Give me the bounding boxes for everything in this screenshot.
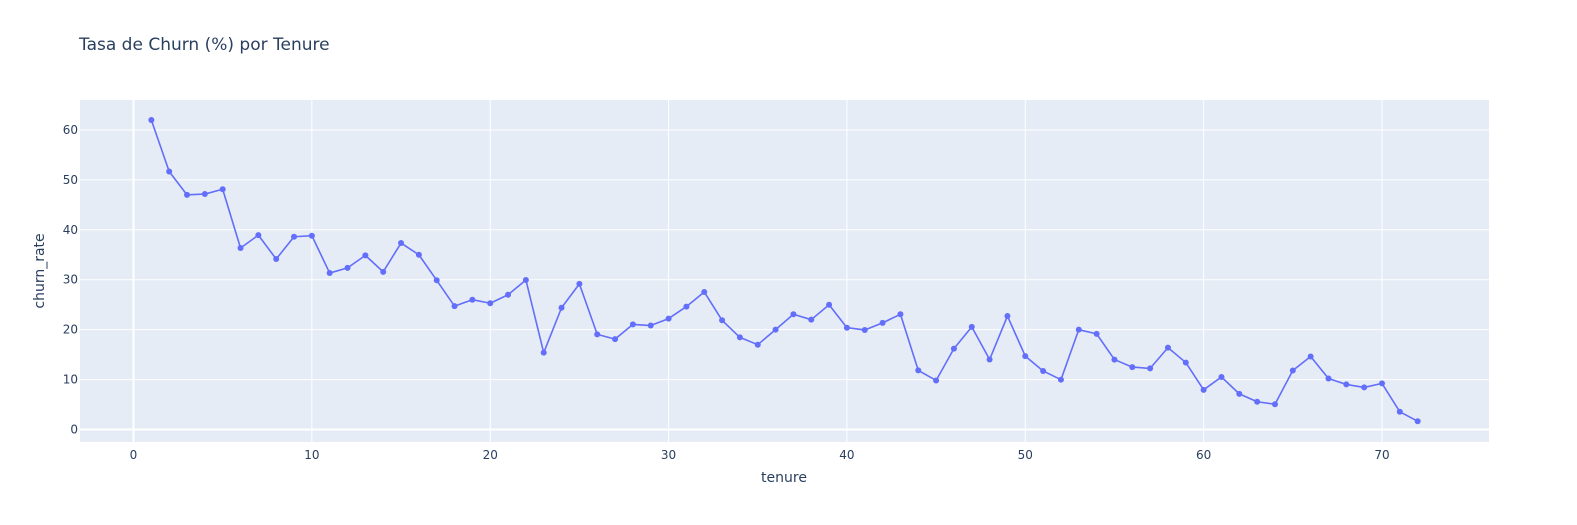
data-point [879,319,886,326]
data-point [326,270,333,277]
data-point [415,251,422,258]
data-point [558,304,565,311]
data-point [1040,367,1047,374]
data-point [540,349,547,356]
data-point [1236,390,1243,397]
data-point [1075,326,1082,333]
data-point [451,303,458,310]
series-layer [148,117,1421,425]
data-point [897,311,904,318]
data-point [843,324,850,331]
data-point [1129,364,1136,371]
data-point [1022,353,1029,360]
data-point [1057,376,1064,383]
y-tick-label: 20 [63,323,78,337]
data-point [148,117,155,124]
y-axis-title: churn_rate [32,233,48,308]
data-point [950,345,957,352]
data-point [308,232,315,239]
y-tick-label: 60 [63,123,78,137]
chart-title: Tasa de Churn (%) por Tenure [78,35,330,55]
data-point [1254,398,1261,405]
data-point [719,317,726,324]
data-point [629,321,636,328]
data-point [612,336,619,343]
x-tick-label: 60 [1196,448,1211,462]
data-point [273,256,280,263]
data-point [1147,365,1154,372]
data-point [1271,401,1278,408]
data-point [1093,330,1100,337]
data-point [1396,408,1403,415]
x-tick-label: 0 [130,448,138,462]
data-point [1289,367,1296,374]
data-point [362,252,369,259]
x-tick-label: 20 [483,448,498,462]
plot-area [80,100,1489,442]
data-point [701,288,708,295]
data-point [594,331,601,338]
data-point [398,240,405,247]
data-point [1200,386,1207,393]
x-tick-label: 50 [1018,448,1033,462]
data-point [1164,344,1171,351]
data-point [1414,418,1421,425]
y-tick-label: 10 [63,373,78,387]
data-point [469,296,476,303]
data-point [826,301,833,308]
data-point [1111,356,1118,363]
tick-labels: 0 10 20 30 40 50 60 70 0 10 20 30 40 50 60 [63,123,1390,462]
y-tick-label: 30 [63,273,78,287]
data-point [968,323,975,330]
data-point [1182,359,1189,366]
data-point [433,277,440,284]
y-tick-label: 0 [70,423,78,437]
series-line [150,119,1419,422]
data-point [1307,353,1314,360]
data-point [237,244,244,251]
data-point [647,322,654,329]
data-point [1378,380,1385,387]
data-point [933,377,940,384]
data-point [915,367,922,374]
x-tick-label: 10 [304,448,319,462]
data-point [772,326,779,333]
y-tick-label: 50 [63,173,78,187]
data-point [201,191,208,198]
data-point [683,303,690,310]
x-axis-title: tenure [761,470,807,486]
data-point [808,316,815,323]
x-tick-label: 70 [1374,448,1389,462]
data-point [505,291,512,298]
x-tick-label: 30 [661,448,676,462]
data-point [754,341,761,348]
data-point [291,233,298,240]
data-point [736,334,743,341]
data-point [665,315,672,322]
data-point [1004,313,1011,320]
data-point [522,276,529,283]
data-point [1343,381,1350,388]
data-point [219,186,226,193]
data-point [1361,384,1368,391]
data-point [861,326,868,333]
data-point [986,356,993,363]
data-point [790,311,797,318]
y-tick-label: 40 [63,223,78,237]
gridlines [80,100,1489,442]
data-point [344,264,351,271]
data-point [487,300,494,307]
x-tick-label: 40 [839,448,854,462]
data-point [380,268,387,275]
data-point [576,280,583,287]
data-point [166,168,173,175]
data-point [1325,375,1332,382]
data-point [184,191,191,198]
data-point [1218,373,1225,380]
data-point [255,232,262,239]
